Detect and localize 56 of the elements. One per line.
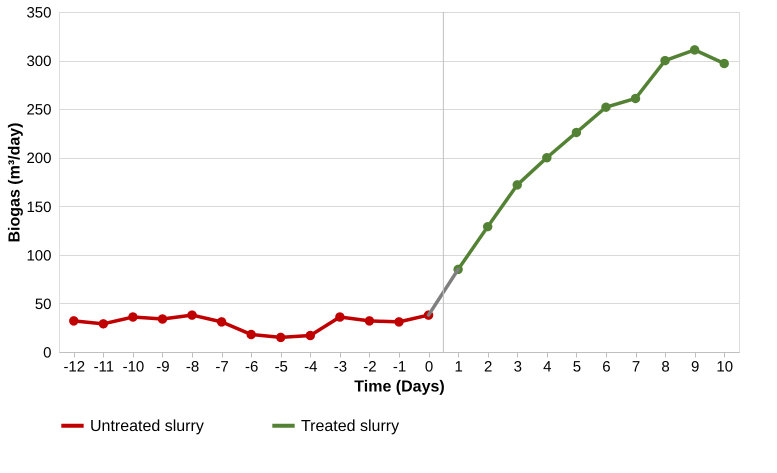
point <box>69 316 79 326</box>
legend-label: Treated slurry <box>301 418 400 435</box>
point <box>482 222 492 232</box>
point <box>601 102 611 112</box>
x-tick-label: -9 <box>156 358 170 376</box>
point <box>98 319 108 329</box>
x-tick-label: 0 <box>424 358 434 376</box>
point <box>276 332 286 342</box>
x-tick-label: -11 <box>94 358 114 376</box>
y-tick-label: 100 <box>26 247 52 264</box>
x-tick-label: -8 <box>186 358 200 376</box>
point <box>512 180 522 190</box>
point <box>216 317 226 327</box>
x-tick-label: 4 <box>543 358 552 376</box>
point <box>542 152 552 162</box>
y-tick-label: 0 <box>43 344 52 362</box>
point <box>364 316 374 326</box>
x-tick-label: 7 <box>632 358 640 376</box>
y-tick-label: 250 <box>26 102 52 119</box>
x-tick-label: -3 <box>334 358 348 376</box>
y-axis-title: Biogas (m³/day) <box>6 122 24 243</box>
point <box>128 312 138 322</box>
y-tick-label: 50 <box>34 296 52 313</box>
x-tick-label: -5 <box>274 358 288 376</box>
x-tick-label: -6 <box>245 358 258 376</box>
x-tick-label: 8 <box>661 358 670 376</box>
point <box>630 94 640 104</box>
point <box>572 128 582 138</box>
x-tick-label: 3 <box>514 358 522 376</box>
x-tick-label: 10 <box>716 358 734 376</box>
point <box>187 310 197 320</box>
y-tick-label: 200 <box>26 150 52 168</box>
x-tick-label: 1 <box>454 358 463 376</box>
point <box>246 330 256 340</box>
legend-label: Untreated slurry <box>90 418 204 435</box>
point <box>394 317 404 327</box>
y-tick-label: 150 <box>26 198 52 216</box>
x-tick-label: -10 <box>122 358 144 376</box>
y-tick-label: 350 <box>26 4 52 22</box>
x-tick-label: 2 <box>484 358 492 376</box>
point <box>158 314 168 324</box>
point <box>719 58 729 68</box>
x-tick-label: 5 <box>572 358 582 376</box>
point <box>335 312 345 322</box>
x-tick-label: -4 <box>304 358 318 376</box>
x-tick-label: -1 <box>392 358 406 376</box>
point <box>660 56 670 66</box>
point <box>306 330 316 340</box>
x-tick-label: 9 <box>690 358 700 376</box>
y-tick-label: 300 <box>26 53 52 70</box>
x-tick-label: -7 <box>215 358 229 376</box>
x-axis-title: Time (Days) <box>354 378 445 396</box>
x-tick-label: -2 <box>363 358 377 376</box>
x-tick-label: 6 <box>602 358 611 376</box>
x-tick-label: -12 <box>63 358 86 376</box>
point <box>690 45 700 55</box>
